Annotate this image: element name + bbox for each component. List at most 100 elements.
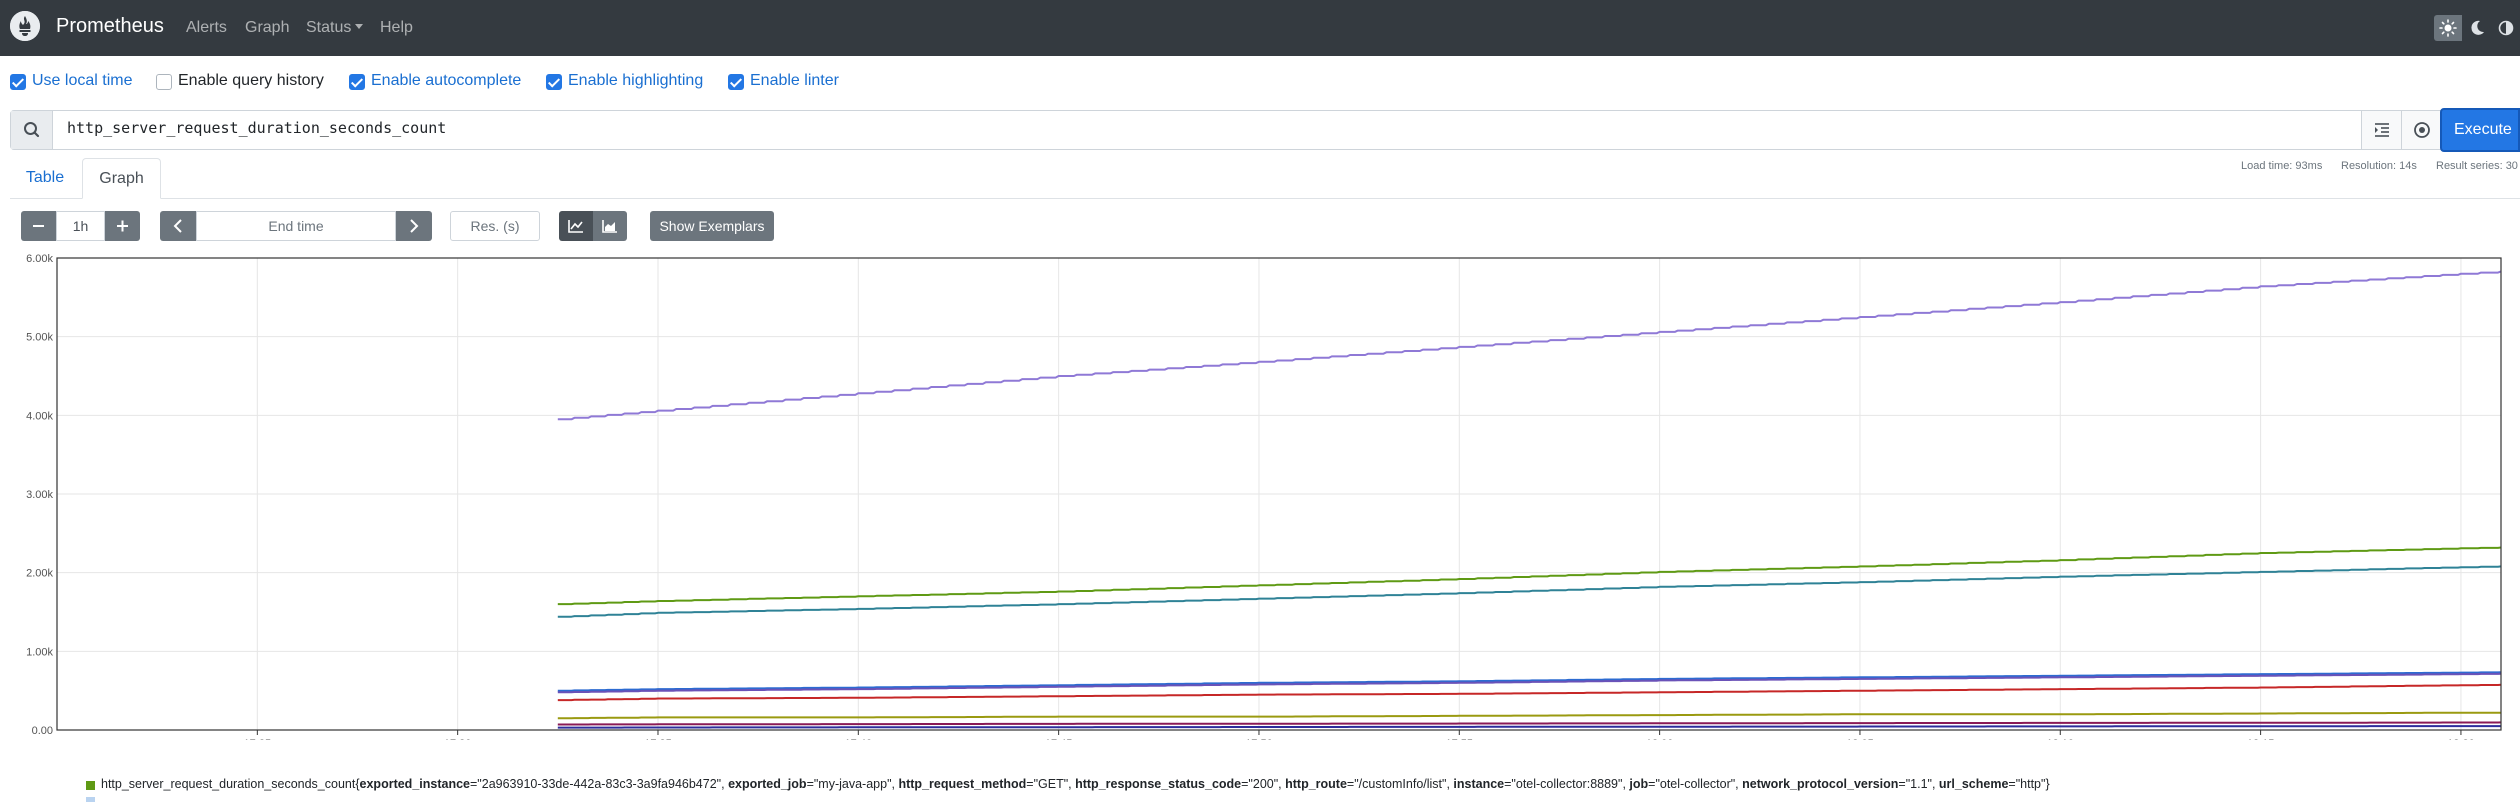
option-enable-linter[interactable]: Enable linter: [728, 72, 858, 92]
chart-grid: [57, 257, 2501, 731]
y-tick-label: 0.00: [32, 725, 53, 737]
legend-label-key: job: [1629, 777, 1649, 791]
tabs-divider: [10, 198, 2520, 199]
x-tick-label: 18:20: [2447, 738, 2475, 740]
resolution-placeholder: Res. (s): [470, 218, 520, 234]
option-enable-query-history[interactable]: Enable query history: [156, 72, 336, 92]
x-axis: 17:25 17:30 17:35 17:40 17:45 17:50 17:55 18:00…: [244, 730, 2475, 740]
y-tick-label: 1.00k: [26, 646, 53, 658]
option-enable-highlighting[interactable]: Enable highlighting: [546, 72, 716, 92]
y-tick-label: 3.00k: [26, 489, 53, 501]
option-enable-autocomplete[interactable]: Enable autocomplete: [349, 72, 529, 92]
checkbox-checked[interactable]: [728, 74, 744, 90]
resolution-input[interactable]: Res. (s): [450, 211, 540, 241]
legend-labels: exported_instance="2a963910-33de-442a-83…: [360, 777, 2046, 791]
navbar: Prometheus Alerts Graph Status Help: [0, 0, 2520, 56]
tab-table[interactable]: Table: [25, 169, 65, 186]
end-time-input[interactable]: End time: [196, 211, 396, 241]
theme-switcher: [2434, 15, 2520, 41]
option-label: Use local time: [32, 72, 133, 89]
query-expression-input[interactable]: http_server_request_duration_seconds_cou…: [67, 119, 447, 137]
series-line[interactable]: [557, 671, 2502, 692]
x-tick-label: 17:30: [444, 738, 472, 740]
x-tick-label: 17:35: [644, 738, 672, 740]
legend-label-value: ="2a963910-33de-442a-83c3-3a9fa946b472",: [470, 777, 729, 791]
series-line[interactable]: [557, 725, 2501, 729]
end-time-forward-button[interactable]: [396, 211, 432, 241]
end-time-placeholder: End time: [268, 218, 324, 234]
metrics-explorer-icon[interactable]: [2401, 111, 2441, 149]
legend-label-value: ="1.1",: [1898, 777, 1939, 791]
y-tick-label: 4.00k: [26, 410, 53, 422]
x-tick-label: 18:10: [2047, 738, 2075, 740]
legend-label-key: exported_instance: [359, 777, 470, 791]
option-label: Enable autocomplete: [371, 72, 522, 89]
option-use-local-time[interactable]: Use local time: [10, 72, 140, 92]
legend-label-value: ="otel-collector:8889",: [1504, 777, 1630, 791]
series-line[interactable]: [557, 546, 2502, 606]
plot-frame: [56, 257, 2502, 731]
nav-status-label: Status: [306, 19, 352, 36]
moon-icon[interactable]: [2464, 15, 2492, 41]
x-tick-label: 17:45: [1045, 738, 1073, 740]
prometheus-logo-icon[interactable]: [10, 11, 40, 41]
legend-label-value: ="http": [2008, 777, 2046, 791]
legend-label-key: http_route: [1285, 777, 1347, 791]
range-decrease-button[interactable]: [21, 211, 56, 241]
load-time: Load time: 93ms: [2241, 160, 2323, 172]
query-bar: http_server_request_duration_seconds_cou…: [10, 110, 2520, 150]
series-line[interactable]: [557, 683, 2502, 702]
y-tick-label: 2.00k: [26, 568, 53, 580]
graph-panel: 0.00 1.00k 2.00k 3.00k 4.00k 5.00k 6.00k 17:25…: [26, 253, 2502, 740]
show-exemplars-button[interactable]: Show Exemplars: [650, 211, 774, 241]
legend-label-key: instance: [1453, 777, 1505, 791]
series-line[interactable]: [557, 711, 2501, 720]
series-lines[interactable]: [557, 270, 2502, 729]
format-expression-icon[interactable]: [2361, 111, 2401, 149]
sun-icon[interactable]: [2434, 15, 2462, 41]
nav-alerts[interactable]: Alerts: [186, 19, 227, 36]
legend-label-value: ="200",: [1241, 777, 1286, 791]
series-line[interactable]: [557, 565, 2502, 618]
legend-label-value: ="/customInfo/list",: [1346, 777, 1454, 791]
series-line[interactable]: [557, 721, 2502, 726]
checkbox-checked[interactable]: [546, 74, 562, 90]
tab-graph[interactable]: Graph: [82, 158, 161, 199]
search-icon: [11, 111, 53, 149]
line-chart-toggle[interactable]: [559, 211, 593, 241]
y-axis: 0.00 1.00k 2.00k 3.00k 4.00k 5.00k 6.00k: [26, 253, 53, 737]
nav-graph[interactable]: Graph: [245, 19, 290, 36]
option-label: Enable query history: [178, 72, 324, 89]
legend-metric: http_server_request_duration_seconds_cou…: [101, 777, 356, 791]
legend-label-key: network_protocol_version: [1742, 777, 1899, 791]
legend-series-label: http_server_request_duration_seconds_cou…: [101, 777, 2050, 791]
resolution: Resolution: 14s: [2341, 160, 2417, 172]
option-label: Enable highlighting: [568, 72, 704, 89]
checkbox-checked[interactable]: [349, 74, 365, 90]
execute-button[interactable]: Execute: [2440, 108, 2520, 152]
series-line[interactable]: [557, 672, 2502, 694]
checkbox-unchecked[interactable]: [156, 74, 172, 90]
nav-status[interactable]: Status: [306, 19, 364, 37]
end-time-back-button[interactable]: [160, 211, 196, 241]
legend-swatch: [86, 781, 95, 790]
x-tick-label: 18:05: [1846, 738, 1874, 740]
range-input[interactable]: 1h: [56, 211, 105, 241]
chevron-down-icon: [355, 24, 364, 29]
x-tick-label: 17:55: [1446, 738, 1474, 740]
y-tick-label: 6.00k: [26, 253, 53, 265]
x-tick-label: 18:15: [2247, 738, 2275, 740]
brand-title[interactable]: Prometheus: [56, 15, 164, 37]
x-tick-label: 17:50: [1245, 738, 1273, 740]
series-line[interactable]: [557, 270, 2502, 421]
x-tick-label: 18:00: [1646, 738, 1674, 740]
result-series: Result series: 30: [2436, 160, 2518, 172]
range-increase-button[interactable]: [105, 211, 140, 241]
checkbox-checked[interactable]: [10, 74, 26, 90]
half-circle-icon[interactable]: [2492, 15, 2520, 41]
nav-help[interactable]: Help: [380, 19, 413, 36]
stacked-chart-toggle[interactable]: [593, 211, 627, 241]
legend-label-value: ="otel-collector",: [1648, 777, 1743, 791]
legend-label-key: exported_job: [728, 777, 807, 791]
legend-label-value: ="my-java-app",: [806, 777, 899, 791]
